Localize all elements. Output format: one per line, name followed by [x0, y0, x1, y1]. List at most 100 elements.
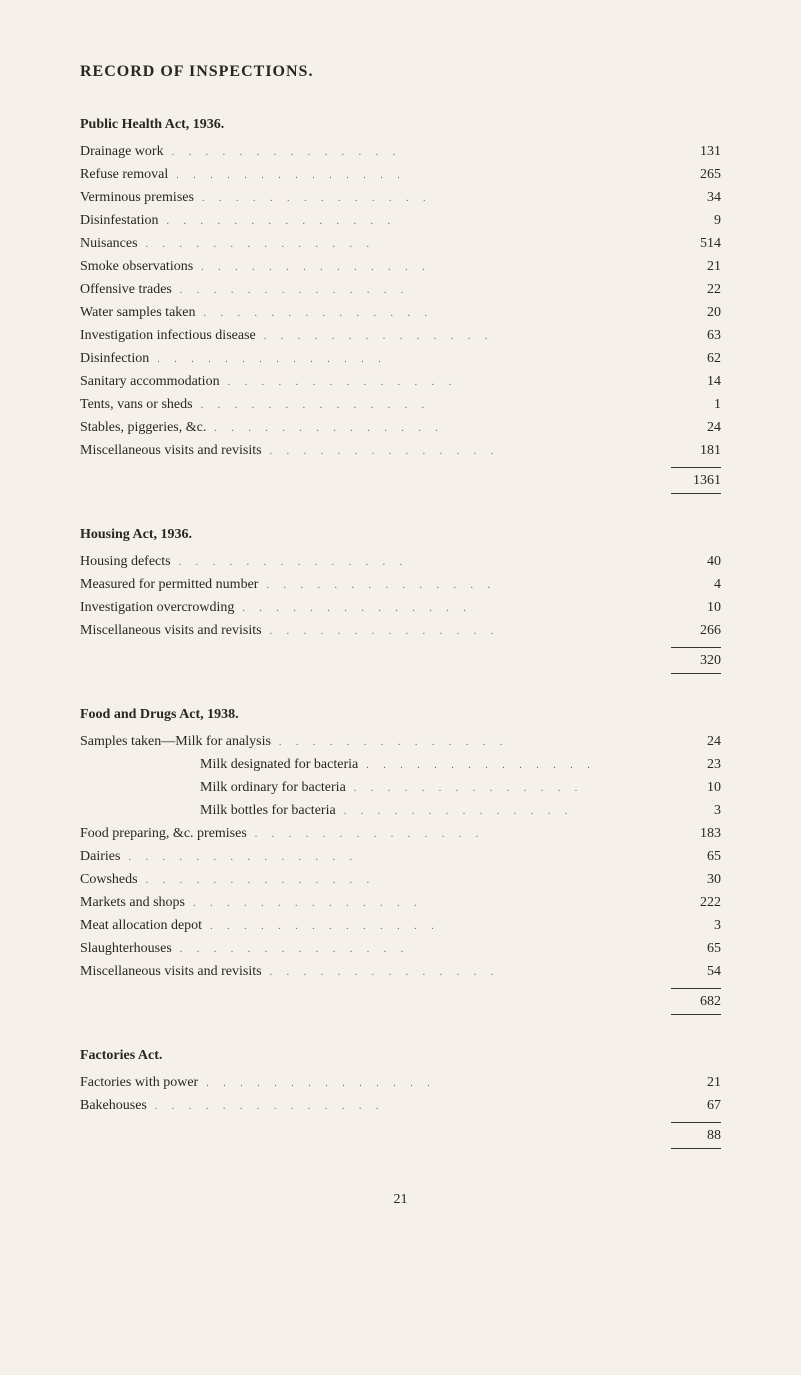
line-item: Milk bottles for bacteria. . . . . . . .… — [80, 800, 721, 821]
rule — [671, 988, 721, 989]
line-label: Housing defects — [80, 551, 171, 572]
line-label: Offensive trades — [80, 279, 172, 300]
public-health-total: 1361 — [671, 470, 721, 491]
housing-items: Housing defects. . . . . . . . . . . . .… — [80, 551, 721, 641]
line-item: Measured for permitted number. . . . . .… — [80, 574, 721, 595]
rule — [671, 467, 721, 468]
food-drugs-heading: Food and Drugs Act, 1938. — [80, 704, 721, 725]
dot-leader: . . . . . . . . . . . . . . — [138, 873, 671, 888]
dot-leader: . . . . . . . . . . . . . . — [159, 214, 671, 229]
line-item: Verminous premises. . . . . . . . . . . … — [80, 187, 721, 208]
line-label: Sanitary accommodation — [80, 371, 220, 392]
dot-leader: . . . . . . . . . . . . . . — [193, 398, 671, 413]
dot-leader: . . . . . . . . . . . . . . — [171, 555, 671, 570]
dot-leader: . . . . . . . . . . . . . . — [149, 352, 671, 367]
line-value: 22 — [671, 279, 721, 300]
total-row: 682 — [80, 991, 721, 1012]
food-drugs-items: Samples taken—Milk for analysis . . . . .… — [80, 731, 721, 982]
line-value: 3 — [671, 915, 721, 936]
line-value: 24 — [671, 417, 721, 438]
line-label: Tents, vans or sheds — [80, 394, 193, 415]
line-value: 10 — [671, 597, 721, 618]
line-item: Investigation infectious disease. . . . … — [80, 325, 721, 346]
rule — [671, 1014, 721, 1015]
line-value: 131 — [671, 141, 721, 162]
line-value: 21 — [671, 1072, 721, 1093]
dot-leader: . . . . . . . . . . . . . . — [168, 168, 671, 183]
line-value: 23 — [671, 754, 721, 775]
factories-total: 88 — [671, 1125, 721, 1146]
main-title: RECORD OF INSPECTIONS. — [80, 60, 721, 84]
dot-leader: . . . . . . . . . . . . . . — [193, 260, 671, 275]
dot-leader: . . . . . . . . . . . . . . — [336, 804, 671, 819]
line-item: Miscellaneous visits and revisits. . . .… — [80, 620, 721, 641]
line-value: 65 — [671, 846, 721, 867]
line-item: Sanitary accommodation. . . . . . . . . … — [80, 371, 721, 392]
total-row: 320 — [80, 650, 721, 671]
factories-items: Factories with power. . . . . . . . . . … — [80, 1072, 721, 1116]
line-value: 265 — [671, 164, 721, 185]
line-item: Nuisances. . . . . . . . . . . . . .514 — [80, 233, 721, 254]
housing-total: 320 — [671, 650, 721, 671]
line-label: Samples taken—Milk for analysis — [80, 731, 271, 752]
dot-leader: . . . . . . . . . . . . . . — [258, 578, 671, 593]
dot-leader: . . . . . . . . . . . . . . — [120, 850, 671, 865]
line-label: Milk ordinary for bacteria — [80, 777, 346, 798]
dot-leader: . . . . . . . . . . . . . . — [234, 601, 671, 616]
line-item: Food preparing, &c. premises. . . . . . … — [80, 823, 721, 844]
line-value: 63 — [671, 325, 721, 346]
line-label: Meat allocation depot — [80, 915, 202, 936]
line-item: Miscellaneous visits and revisits. . . .… — [80, 440, 721, 461]
line-label: Food preparing, &c. premises — [80, 823, 247, 844]
dot-leader: . . . . . . . . . . . . . . — [172, 283, 671, 298]
rule — [671, 1148, 721, 1149]
line-value: 30 — [671, 869, 721, 890]
line-label: Smoke observations — [80, 256, 193, 277]
rule — [671, 647, 721, 648]
line-value: 1 — [671, 394, 721, 415]
line-value: 14 — [671, 371, 721, 392]
line-label: Milk designated for bacteria — [80, 754, 358, 775]
line-value: 514 — [671, 233, 721, 254]
dot-leader: . . . . . . . . . . . . . . — [196, 306, 672, 321]
total-row: 1361 — [80, 470, 721, 491]
line-item: Dairies. . . . . . . . . . . . . .65 — [80, 846, 721, 867]
line-value: 40 — [671, 551, 721, 572]
line-item: Milk designated for bacteria. . . . . . … — [80, 754, 721, 775]
line-item: Cowsheds. . . . . . . . . . . . . .30 — [80, 869, 721, 890]
line-label: Cowsheds — [80, 869, 138, 890]
dot-leader: . . . . . . . . . . . . . . — [206, 421, 671, 436]
dot-leader: . . . . . . . . . . . . . . — [138, 237, 671, 252]
line-value: 24 — [671, 731, 721, 752]
line-item: Stables, piggeries, &c.. . . . . . . . .… — [80, 417, 721, 438]
dot-leader: . . . . . . . . . . . . . . — [185, 896, 671, 911]
line-label: Investigation overcrowding — [80, 597, 234, 618]
dot-leader: . . . . . . . . . . . . . . — [202, 919, 671, 934]
food-drugs-total: 682 — [671, 991, 721, 1012]
line-label: Factories with power — [80, 1072, 198, 1093]
line-label: Refuse removal — [80, 164, 168, 185]
line-label: Nuisances — [80, 233, 138, 254]
line-value: 34 — [671, 187, 721, 208]
line-item: Offensive trades. . . . . . . . . . . . … — [80, 279, 721, 300]
line-label: Disinfestation — [80, 210, 159, 231]
line-item: Factories with power. . . . . . . . . . … — [80, 1072, 721, 1093]
line-value: 67 — [671, 1095, 721, 1116]
line-item: Markets and shops. . . . . . . . . . . .… — [80, 892, 721, 913]
line-label: Disinfection — [80, 348, 149, 369]
line-value: 21 — [671, 256, 721, 277]
public-health-heading: Public Health Act, 1936. — [80, 114, 721, 135]
dot-leader: . . . . . . . . . . . . . . — [346, 781, 671, 796]
rule — [671, 673, 721, 674]
line-label: Dairies — [80, 846, 120, 867]
dot-leader: . . . . . . . . . . . . . . — [262, 444, 671, 459]
line-item: Bakehouses. . . . . . . . . . . . . .67 — [80, 1095, 721, 1116]
line-value: 20 — [671, 302, 721, 323]
line-value: 222 — [671, 892, 721, 913]
rule — [671, 1122, 721, 1123]
line-item: Investigation overcrowding. . . . . . . … — [80, 597, 721, 618]
line-value: 62 — [671, 348, 721, 369]
line-item: Smoke observations. . . . . . . . . . . … — [80, 256, 721, 277]
line-label: Measured for permitted number — [80, 574, 258, 595]
line-item: Disinfestation. . . . . . . . . . . . . … — [80, 210, 721, 231]
